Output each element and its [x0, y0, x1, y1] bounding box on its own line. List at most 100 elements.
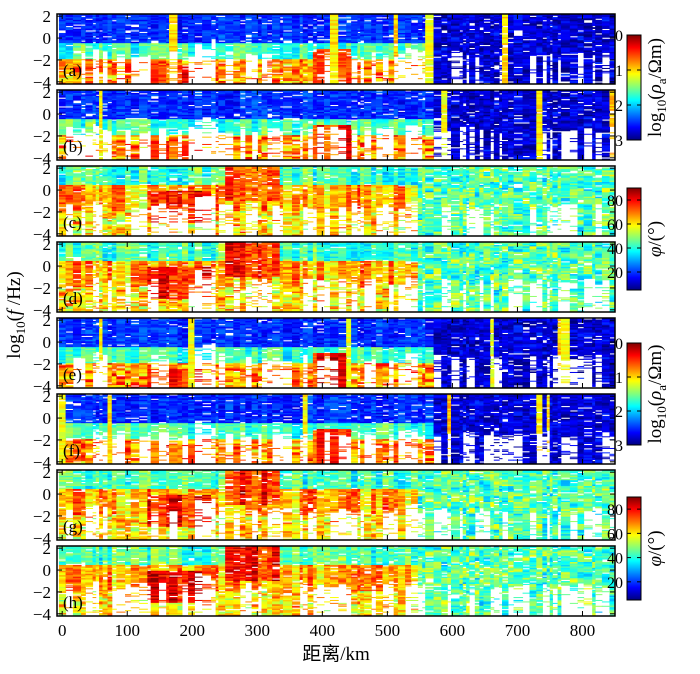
y-tick-label: −4 — [33, 301, 52, 320]
panel-label: (b) — [63, 137, 83, 156]
y-tick-label: −4 — [33, 453, 52, 472]
colorbar-1: 0 1 2 3 log10(ρa/Ωm) — [615, 28, 669, 150]
panel-a: 2 0 −2 −4 (a) — [33, 7, 616, 92]
panel-cells — [58, 394, 615, 464]
panel-b: 2 0 −2 −4 (b) — [33, 83, 616, 168]
colorbar-tick-label: 1 — [615, 63, 623, 80]
panel-h: 2 0 −2 −4 (h) — [33, 539, 616, 624]
y-tick-label: −2 — [33, 127, 51, 146]
colorbar-label: log10(ρa/Ωm) — [645, 344, 669, 443]
y-tick-label: −4 — [33, 605, 52, 624]
y-tick-label: −4 — [33, 73, 52, 92]
colorbar-gradient — [626, 34, 642, 141]
panel-label: (g) — [63, 517, 83, 536]
panel-cells — [58, 90, 615, 160]
y-tick-label: 0 — [43, 561, 52, 580]
y-tick-label: −4 — [33, 149, 52, 168]
y-tick-label: 0 — [43, 105, 52, 124]
y-tick-label: 2 — [43, 7, 52, 26]
y-tick-label: −2 — [33, 431, 51, 450]
panel-frame — [56, 317, 616, 389]
colorbar-tick-label: 60 — [607, 526, 623, 543]
panels-group: 2 0 −2 −4 (a) 2 0 −2 −4 (b) 2 0 −2 −4 (c) 2 0 −2 −4 (d) 2 0 −2… — [33, 7, 616, 624]
colorbar-label: log10(ρa/Ωm) — [645, 38, 669, 137]
panel-cells — [58, 318, 615, 388]
y-tick-label: 0 — [43, 333, 52, 352]
colorbar-tick-label: 3 — [615, 133, 623, 150]
panel-label: (d) — [63, 289, 83, 308]
colorbar-tick-label: 2 — [615, 404, 623, 421]
panel-frame — [56, 393, 616, 465]
panel-g: 2 0 −2 −4 (g) — [33, 463, 616, 548]
colorbar-tick-label: 40 — [607, 551, 623, 568]
y-tick-label: 0 — [43, 409, 52, 428]
colorbar-label: φ/(°) — [645, 221, 666, 257]
y-tick-label: 0 — [43, 181, 52, 200]
x-tick-label: 700 — [505, 621, 531, 640]
panel-e: 2 0 −2 −4 (e) — [33, 311, 616, 396]
colorbar-tick-label: 60 — [607, 217, 623, 234]
panel-d: 2 0 −2 −4 (d) — [33, 235, 616, 320]
panel-frame — [56, 13, 616, 85]
panel-frame — [56, 545, 616, 617]
y-tick-label: −2 — [33, 583, 51, 602]
x-tick-label: 400 — [310, 621, 336, 640]
colorbar-tick-label: 0 — [615, 336, 623, 353]
x-tick-label: 800 — [570, 621, 596, 640]
panel-cells — [58, 242, 615, 312]
panel-frame — [56, 241, 616, 313]
y-tick-label: 2 — [43, 539, 52, 558]
y-axis-label: log10(f /Hz) — [4, 271, 28, 358]
colorbar-gradient — [626, 187, 642, 291]
y-tick-label: −4 — [33, 529, 52, 548]
x-tick-label: 300 — [245, 621, 271, 640]
colorbar-tick-label: 2 — [615, 98, 623, 115]
colorbar-2: 80 60 40 20 φ/(°) — [607, 187, 666, 291]
y-tick-label: 2 — [43, 387, 52, 406]
y-tick-label: 2 — [43, 235, 52, 254]
x-tick-label: 100 — [114, 621, 140, 640]
y-tick-label: 2 — [43, 83, 52, 102]
y-tick-label: 2 — [43, 159, 52, 178]
y-tick-label: 0 — [43, 485, 52, 504]
y-tick-label: −2 — [33, 355, 51, 374]
y-tick-label: −4 — [33, 377, 52, 396]
colorbar-tick-label: 1 — [615, 370, 623, 387]
panel-frame — [56, 89, 616, 161]
x-tick-label: 600 — [440, 621, 466, 640]
y-tick-label: 0 — [43, 257, 52, 276]
x-tick-label: 0 — [58, 621, 67, 640]
colorbar-gradient — [626, 342, 642, 446]
y-tick-label: −2 — [33, 203, 51, 222]
panel-cells — [58, 470, 615, 540]
y-tick-label: −4 — [33, 225, 52, 244]
panel-frame — [56, 469, 616, 541]
x-tick-label: 500 — [375, 621, 401, 640]
colorbar-tick-label: 20 — [607, 265, 623, 282]
y-tick-label: −2 — [33, 279, 51, 298]
panel-label: (e) — [63, 365, 82, 384]
x-axis-label: 距离/km — [302, 643, 370, 665]
y-tick-label: 2 — [43, 463, 52, 482]
panel-label: (a) — [63, 61, 82, 80]
y-tick-label: 2 — [43, 311, 52, 330]
colorbar-tick-label: 80 — [607, 502, 623, 519]
panel-label: (c) — [63, 213, 82, 232]
x-tick-label: 200 — [180, 621, 206, 640]
colorbars-group: 0 1 2 3 log10(ρa/Ωm) 80 60 40 20 φ/(°) 0 1 2 3 log10(ρ… — [607, 28, 669, 601]
y-tick-label: 0 — [43, 29, 52, 48]
y-tick-label: −2 — [33, 51, 51, 70]
panel-label: (h) — [63, 593, 83, 612]
colorbar-tick-label: 0 — [615, 28, 623, 45]
colorbar-gradient — [626, 496, 642, 601]
colorbar-tick-label: 20 — [607, 575, 623, 592]
colorbar-tick-label: 40 — [607, 241, 623, 258]
colorbar-3: 0 1 2 3 log10(ρa/Ωm) — [615, 336, 669, 455]
panel-c: 2 0 −2 −4 (c) — [33, 159, 616, 244]
colorbar-4: 80 60 40 20 φ/(°) — [607, 496, 666, 601]
panel-cells — [58, 546, 615, 616]
panel-label: (f) — [63, 441, 80, 460]
colorbar-tick-label: 3 — [615, 438, 623, 455]
